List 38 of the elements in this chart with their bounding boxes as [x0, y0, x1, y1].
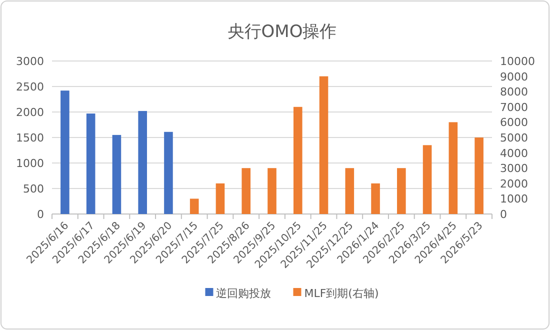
bar: [474, 138, 484, 214]
y2-tick-label: 9000: [500, 70, 528, 84]
y2-tick-label: 8000: [500, 86, 528, 99]
bar: [112, 134, 122, 214]
bar: [397, 168, 406, 214]
y-tick-label: 0: [37, 208, 44, 221]
bar: [164, 132, 173, 214]
y2-tick-label: 7000: [500, 100, 528, 114]
bar: [138, 110, 147, 214]
y-tick-label: 2500: [16, 80, 44, 94]
bar: [190, 198, 199, 214]
y-tick-label: 500: [23, 182, 44, 196]
bar: [216, 183, 225, 214]
y-tick-label: 1000: [16, 157, 44, 170]
bar: [293, 106, 302, 214]
bar: [371, 183, 380, 214]
y2-tick-label: 4000: [500, 146, 528, 160]
bar: [422, 145, 432, 214]
legend-label: 逆回购投放: [216, 287, 272, 300]
y-tick-label: 3000: [16, 55, 44, 68]
bar: [60, 90, 70, 214]
y2-tick-label: 10000: [500, 55, 535, 68]
bar: [448, 122, 458, 214]
y2-tick-label: 2000: [500, 177, 528, 190]
y2-tick-label: 5000: [500, 132, 528, 144]
chart-title: 央行OMO操作: [227, 22, 337, 42]
y2-tick-label: 6000: [500, 116, 528, 130]
y2-tick-label: 1000: [500, 192, 528, 206]
bar: [345, 168, 354, 214]
y2-tick-label: 3000: [500, 162, 528, 176]
bar: [319, 76, 328, 214]
y-tick-label: 2000: [16, 106, 44, 119]
legend-label: MLF到期(右轴): [304, 287, 379, 300]
bar: [242, 168, 251, 214]
y2-tick-label: 0: [500, 208, 507, 221]
bar: [86, 114, 96, 214]
bar: [268, 168, 276, 214]
y-tick-label: 1500: [16, 132, 44, 144]
